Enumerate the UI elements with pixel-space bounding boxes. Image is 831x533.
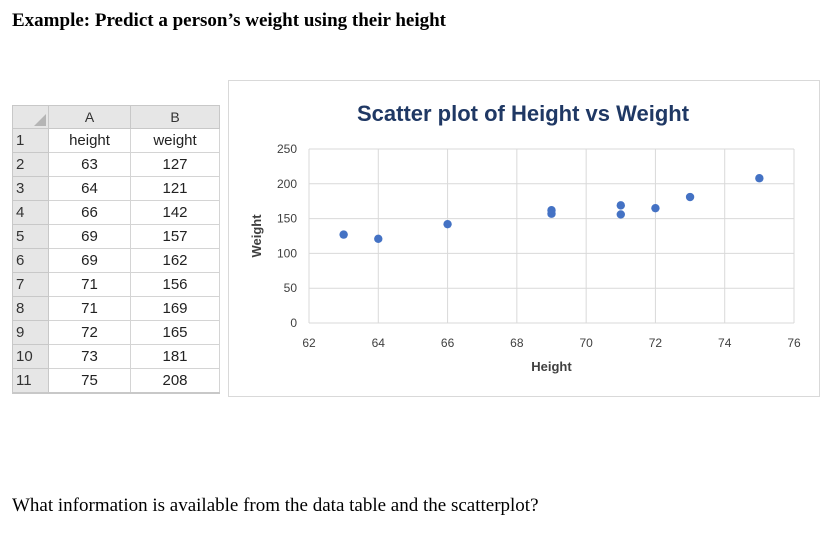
cell-a[interactable]: 72 [48,320,131,345]
table-row: 8 71 169 [12,296,220,321]
table-row: 9 72 165 [12,320,220,345]
scatter-point [443,219,452,229]
x-tick-label: 62 [302,336,316,350]
row-header[interactable]: 10 [12,344,49,369]
column-header-a[interactable]: A [48,105,131,129]
scatter-point [374,234,383,243]
row-header[interactable]: 3 [12,176,49,201]
row-header[interactable]: 5 [12,224,49,249]
table-row: 2 63 127 [12,152,220,177]
chart-title: Scatter plot of Height vs Weight [357,101,690,126]
y-tick-label: 200 [277,177,297,191]
x-tick-label: 66 [441,336,455,350]
table-row: 5 69 157 [12,224,220,249]
y-tick-label: 100 [277,246,297,260]
scatter-point [547,206,556,215]
cell-a[interactable]: 71 [48,272,131,297]
select-all-corner[interactable] [12,105,49,129]
cell-a[interactable]: 69 [48,224,131,249]
y-tick-label: 150 [277,212,297,226]
y-tick-label: 250 [277,142,297,156]
table-row: 6 69 162 [12,248,220,273]
cell-b[interactable]: 169 [130,296,220,321]
y-tick-label: 0 [290,316,297,330]
row-header[interactable]: 7 [12,272,49,297]
cell-a[interactable]: 63 [48,152,131,177]
row-header[interactable]: 8 [12,296,49,321]
x-tick-label: 68 [510,336,524,350]
spreadsheet-table: A B 1 height weight 2 63 127 3 64 121 4 66 142 5 69 15… [12,105,220,394]
cell-a[interactable]: 71 [48,296,131,321]
table-row: 1 height weight [12,128,220,153]
cell-b[interactable]: 165 [130,320,220,345]
scatter-plot-svg: Scatter plot of Height vs Weight 62 64 66 6… [249,101,801,374]
question-text: What information is available from the d… [12,495,539,516]
page-heading: Example: Predict a person’s weight using… [12,10,447,31]
cell-a[interactable]: 69 [48,248,131,273]
scatter-point [651,203,660,213]
row-header[interactable]: 9 [12,320,49,345]
cell-b[interactable]: 127 [130,152,220,177]
cell-b[interactable]: 181 [130,344,220,369]
cell-b[interactable]: 157 [130,224,220,249]
row-header[interactable]: 4 [12,200,49,225]
cell-a[interactable]: 73 [48,344,131,369]
scatter-chart: Scatter plot of Height vs Weight 62 64 66 6… [228,80,820,397]
column-header-b[interactable]: B [130,105,220,129]
y-axis-label: Weight [249,214,264,258]
x-axis-label: Height [531,359,572,374]
cell-b[interactable]: 121 [130,176,220,201]
table-row: 3 64 121 [12,176,220,201]
cell-b[interactable]: 142 [130,200,220,225]
row-header[interactable]: 6 [12,248,49,273]
scatter-point [339,230,348,239]
scatter-point [616,201,625,210]
cell-a[interactable]: 64 [48,176,131,201]
table-row: 4 66 142 [12,200,220,225]
scatter-point [685,192,695,202]
row-header[interactable]: 2 [12,152,49,177]
x-tick-label: 76 [787,336,801,350]
table-row: 7 71 156 [12,272,220,297]
x-tick-label: 72 [649,336,663,350]
table-row: 11 75 208 [12,368,220,394]
x-tick-label: 64 [372,336,386,350]
x-tick-label: 70 [579,336,593,350]
table-row: 10 73 181 [12,344,220,369]
cell-a[interactable]: 66 [48,200,131,225]
cell-b[interactable]: 208 [130,368,220,394]
x-tick-label: 74 [718,336,732,350]
y-tick-label: 50 [284,281,298,295]
cell-b[interactable]: weight [130,128,220,153]
scatter-point [616,210,625,219]
cell-a[interactable]: 75 [48,368,131,394]
cell-a[interactable]: height [48,128,131,153]
row-header[interactable]: 11 [12,368,49,394]
scatter-point [755,174,764,183]
row-header[interactable]: 1 [12,128,49,153]
cell-b[interactable]: 156 [130,272,220,297]
cell-b[interactable]: 162 [130,248,220,273]
